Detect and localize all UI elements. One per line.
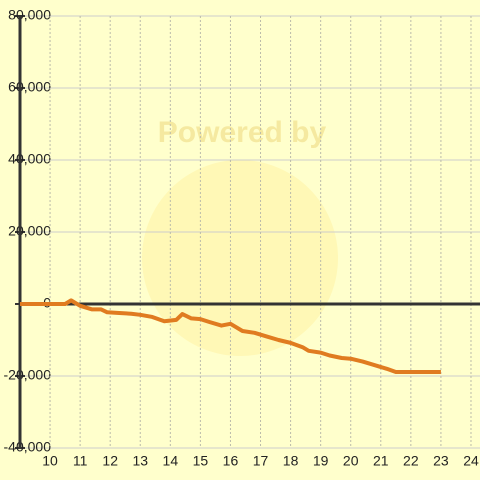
x-tick-label: 12 <box>102 453 118 469</box>
data-line <box>20 298 441 375</box>
x-tick-label: 23 <box>433 453 449 469</box>
watermark: Powered by <box>158 116 327 149</box>
x-tick-label: 22 <box>403 453 419 469</box>
watermark-logo <box>142 160 338 356</box>
y-tick-label: -40,000 <box>4 439 52 455</box>
y-tick-label: 60,000 <box>8 79 51 95</box>
x-tick-label: 13 <box>132 453 148 469</box>
x-tick-label: 24 <box>463 453 479 469</box>
x-tick-label: 10 <box>42 453 58 469</box>
x-tick-label: 20 <box>343 453 359 469</box>
x-tick-label: 19 <box>313 453 329 469</box>
y-tick-label: 20,000 <box>8 223 51 239</box>
y-tick-label: -20,000 <box>4 367 52 383</box>
x-tick-label: 14 <box>163 453 179 469</box>
x-tick-label: 18 <box>283 453 299 469</box>
x-tick-label: 17 <box>253 453 269 469</box>
y-tick-label: 80,000 <box>8 7 51 23</box>
x-tick-label: 15 <box>193 453 209 469</box>
x-tick-label: 21 <box>373 453 389 469</box>
y-tick-label: 40,000 <box>8 151 51 167</box>
x-tick-label: 16 <box>223 453 239 469</box>
x-tick-label: 11 <box>73 453 88 469</box>
